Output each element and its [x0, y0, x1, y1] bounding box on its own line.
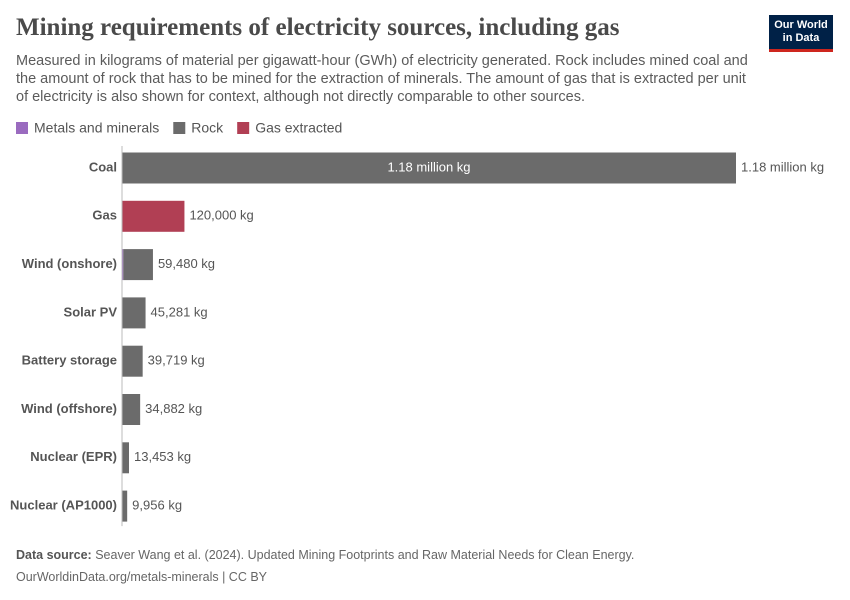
category-label: Wind (offshore) — [21, 401, 117, 416]
segment-label: 1.18 million kg — [387, 159, 470, 174]
bar-segment — [122, 490, 128, 522]
bar-segment — [122, 152, 736, 184]
total-label: 39,719 kg — [148, 353, 205, 368]
subtitle: Measured in kilograms of material per gi… — [16, 53, 748, 105]
total-label: 59,480 kg — [158, 256, 215, 271]
bar-segment — [122, 200, 185, 232]
legend-label: Rock — [191, 120, 224, 136]
bar-segment — [123, 249, 153, 281]
total-label: 34,882 kg — [145, 401, 202, 416]
source: Data source: Seaver Wang et al. (2024). … — [16, 548, 634, 562]
category-label: Nuclear (EPR) — [30, 449, 117, 464]
bar-segment — [122, 345, 143, 377]
category-label: Gas — [92, 208, 117, 223]
total-label: 120,000 kg — [189, 208, 253, 223]
category-label: Solar PV — [64, 304, 118, 319]
total-label: 9,956 kg — [132, 498, 182, 513]
legend-swatch — [173, 122, 186, 134]
total-label: 45,281 kg — [151, 304, 208, 319]
logo-line: Our World — [774, 19, 828, 31]
category-label: Coal — [89, 159, 117, 174]
legend-label: Metals and minerals — [34, 120, 159, 136]
total-label: 1.18 million kg — [741, 159, 824, 174]
title: Mining requirements of electricity sourc… — [16, 14, 620, 41]
logo-line: in Data — [782, 32, 820, 44]
legend-label: Gas extracted — [255, 120, 342, 136]
logo[interactable]: Our World in Data — [769, 15, 833, 52]
chart: Metals and minerals Rock Gas extracted Coal… — [10, 120, 824, 527]
bar-segment — [122, 442, 130, 474]
bar-segment — [122, 394, 141, 425]
category-label: Wind (onshore) — [22, 256, 117, 271]
legend-swatch — [16, 122, 28, 134]
legend-swatch — [237, 122, 250, 134]
category-label: Nuclear (AP1000) — [10, 498, 117, 513]
source-text: Seaver Wang et al. (2024). Updated Minin… — [95, 548, 635, 562]
source-label: Data source: — [16, 548, 92, 562]
url[interactable]: OurWorldinData.org/metals-minerals | CC … — [16, 570, 268, 584]
total-label: 13,453 kg — [134, 449, 191, 464]
bar-segment — [122, 297, 146, 329]
bar-segment — [122, 249, 124, 281]
category-label: Battery storage — [22, 353, 117, 368]
